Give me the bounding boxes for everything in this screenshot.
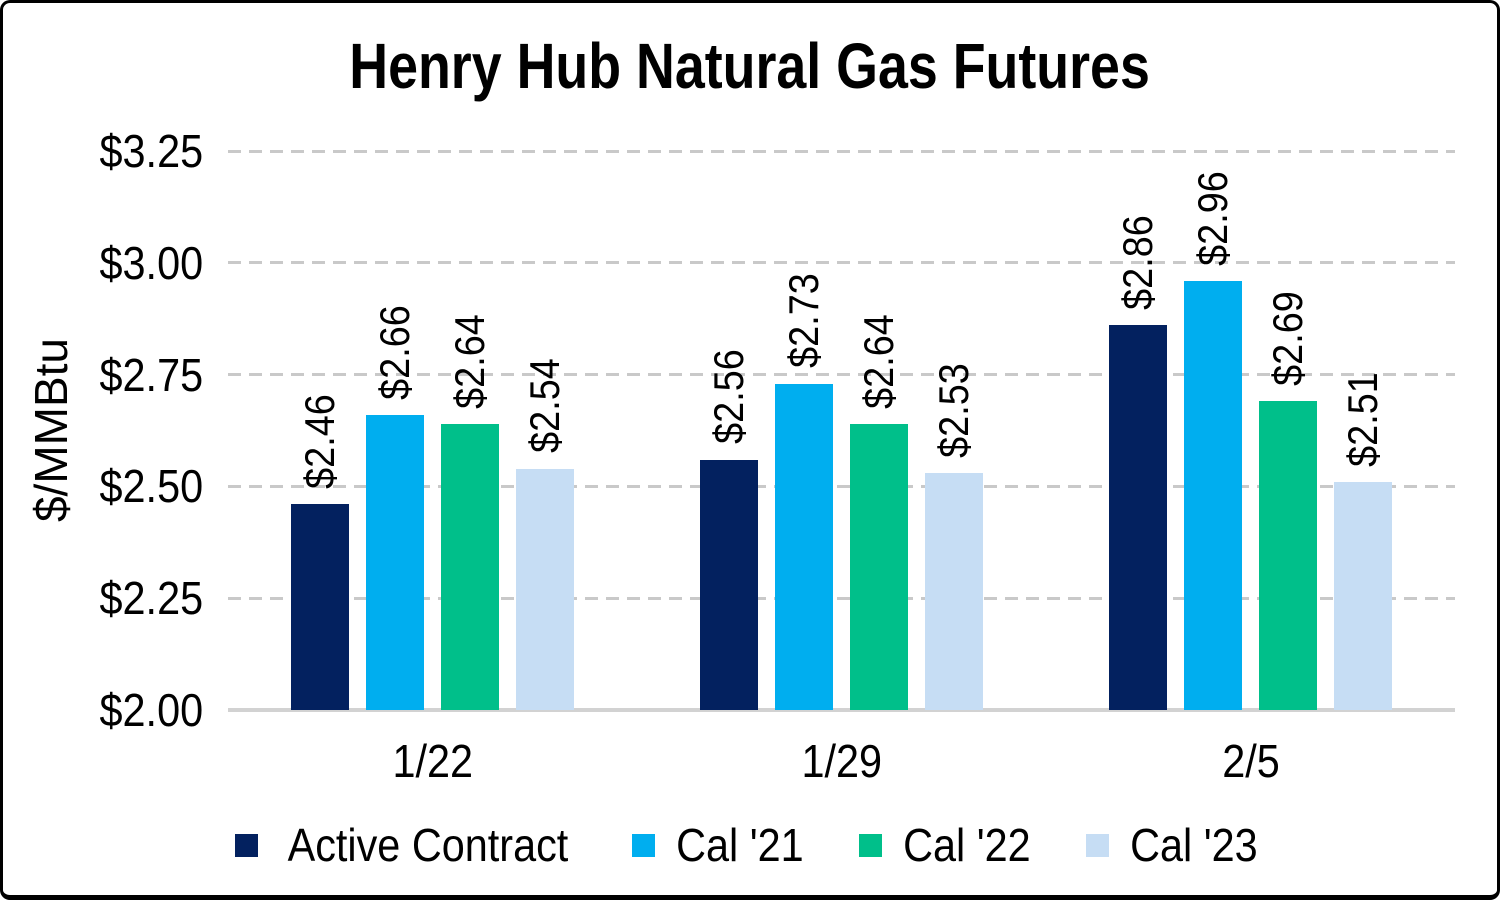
chart-title-text: Henry Hub Natural Gas Futures: [349, 30, 1151, 102]
y-tick-label: $2.75: [43, 349, 203, 401]
y-tick-label-text: $3.25: [99, 125, 203, 177]
gridline: [228, 261, 1455, 265]
bar-value-label-text: $2.64: [446, 313, 493, 409]
bar-value-label: $2.56: [700, 344, 758, 449]
legend-label: Active Contract: [287, 819, 569, 871]
x-tick-label-text: 2/5: [1221, 735, 1280, 787]
bar-value-label-text: $2.53: [930, 363, 977, 458]
y-tick-label-text: $2.00: [99, 684, 203, 736]
bar-value-label-text: $2.46: [296, 394, 343, 490]
y-tick-label-text: $2.25: [99, 572, 203, 625]
bar-active-contract-1-22: [291, 504, 349, 710]
y-axis-ticks: $3.25 $3.00 $2.75 $2.50 $2.25 $2.00: [43, 125, 203, 736]
bar-active-contract-2-5: [1109, 325, 1167, 710]
x-tick-label: 1/22: [228, 731, 637, 791]
bar-value-label-text: $2.64: [855, 313, 902, 409]
bar-value-label: $2.66: [366, 300, 424, 405]
bar-value-label-text: $2.69: [1264, 291, 1311, 387]
legend-item-cal-22: Cal '22: [859, 817, 1038, 873]
y-tick-label-text: $3.00: [99, 236, 203, 289]
legend: Active Contract Cal '21 Cal '22 Cal '23: [3, 813, 1497, 877]
bar-cal-22-2-5: [1259, 401, 1317, 710]
bar-value-label-text: $2.66: [371, 305, 418, 400]
y-tick-label: $2.50: [43, 460, 203, 512]
bar-active-contract-1-29: [700, 459, 758, 710]
x-axis-labels: 1/22 1/29 2/5: [228, 731, 1455, 791]
y-tick-label: $2.00: [43, 684, 203, 736]
bar-cal-23-2-5: [1334, 481, 1392, 710]
legend-item-cal-21: Cal '21: [632, 817, 811, 873]
legend-marker: [859, 833, 883, 857]
bar-cal-21-1-29: [775, 383, 833, 710]
gridline: [228, 149, 1455, 153]
bar-value-label-text: $2.56: [705, 349, 752, 445]
bar-value-label: $2.53: [925, 358, 983, 463]
bar-value-label: $2.54: [516, 353, 574, 458]
bar-cal-21-1-22: [366, 414, 424, 710]
bar-value-label: $2.46: [291, 389, 349, 494]
bar-cal-21-2-5: [1184, 280, 1242, 710]
legend-label: Cal '22: [903, 819, 1031, 871]
legend-marker: [632, 833, 656, 857]
legend-label: Cal '21: [676, 819, 804, 871]
plot-area: $2.46 $2.66 $2.64 $2.54 $2.56 $2.73 $2.64 $2.53…: [228, 149, 1455, 712]
y-tick-label-text: $2.75: [99, 348, 203, 401]
bar-cal-23-1-22: [516, 468, 574, 710]
x-tick-label-text: 1/29: [801, 735, 882, 787]
bar-value-label: $2.96: [1184, 166, 1242, 271]
bar-value-label-text: $2.54: [521, 358, 568, 454]
y-tick-label-text: $2.50: [99, 460, 203, 513]
bar-value-label-text: $2.73: [780, 273, 827, 369]
bar-value-label-text: $2.51: [1339, 372, 1386, 467]
gridline: [228, 484, 1455, 488]
bar-cal-22-1-29: [850, 423, 908, 710]
x-tick-label: 2/5: [1046, 731, 1455, 791]
bar-value-label: $2.51: [1334, 367, 1392, 472]
gridline: [228, 373, 1455, 377]
bar-value-label: $2.64: [850, 309, 908, 414]
legend-label: Cal '23: [1129, 819, 1258, 871]
bar-cal-22-1-22: [441, 423, 499, 710]
y-tick-label: $3.25: [43, 125, 203, 177]
x-tick-label-text: 1/22: [392, 735, 473, 787]
y-tick-label: $3.00: [43, 237, 203, 289]
y-tick-label: $2.25: [43, 572, 203, 624]
bar-value-label: $2.86: [1109, 210, 1167, 315]
bar-value-label-text: $2.86: [1114, 215, 1161, 311]
legend-item-active-contract: Active Contract: [235, 817, 584, 873]
legend-marker: [235, 833, 259, 857]
bar-cal-23-1-29: [925, 472, 983, 710]
bar-value-label: $2.69: [1259, 286, 1317, 391]
bar-value-label: $2.73: [775, 268, 833, 373]
x-axis-line: [228, 708, 1455, 712]
x-tick-label: 1/29: [637, 731, 1046, 791]
chart-title: Henry Hub Natural Gas Futures: [3, 33, 1497, 99]
legend-marker: [1085, 833, 1109, 857]
legend-item-cal-23: Cal '23: [1085, 817, 1265, 873]
bar-value-label-text: $2.96: [1189, 170, 1236, 266]
gridline: [228, 596, 1455, 600]
bar-value-label: $2.64: [441, 309, 499, 414]
